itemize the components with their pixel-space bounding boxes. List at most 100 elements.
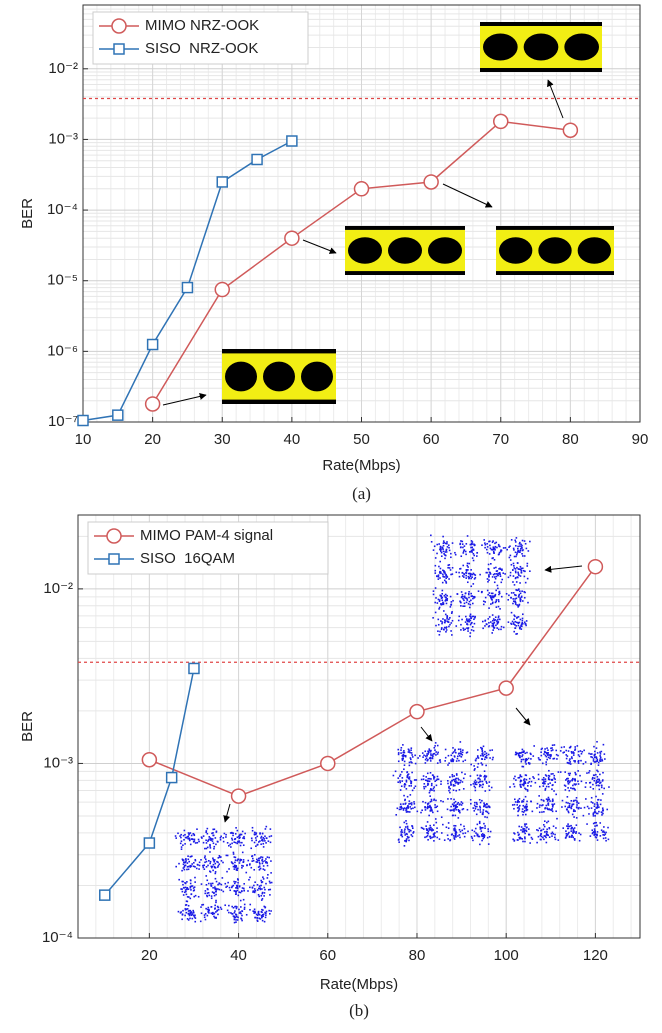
constellation-dot (547, 800, 549, 802)
constellation-dot (450, 810, 452, 812)
constellation-dot (474, 769, 476, 771)
constellation-dot (440, 781, 442, 783)
constellation-dot (405, 820, 407, 822)
constellation-dot (465, 575, 467, 577)
constellation-dot (181, 840, 183, 842)
constellation-dot (175, 866, 177, 868)
constellation-dot (569, 773, 571, 775)
constellation-dot (212, 887, 214, 889)
constellation-dot (239, 860, 241, 862)
constellation-dot (178, 879, 180, 881)
constellation-dot (264, 840, 266, 842)
constellation-dot (577, 761, 579, 763)
constellation-dot (261, 888, 263, 890)
constellation-dot (263, 868, 265, 870)
constellation-dot (571, 752, 573, 754)
constellation-dot (484, 601, 486, 603)
constellation-dot (235, 921, 237, 923)
constellation-dot (573, 828, 575, 830)
constellation-dot (465, 616, 467, 618)
constellation-dot (594, 828, 596, 830)
constellation-dot (515, 556, 517, 558)
constellation-dot (513, 631, 515, 633)
constellation-dot (480, 811, 482, 813)
constellation-dot (596, 825, 598, 827)
constellation-dot (411, 802, 413, 804)
constellation-dot (483, 604, 485, 606)
constellation-dot (459, 810, 461, 812)
constellation-dot (520, 572, 522, 574)
eye-opening (348, 237, 382, 263)
constellation-dot (400, 752, 402, 754)
constellation-dot (465, 832, 467, 834)
constellation-dot (406, 808, 408, 810)
constellation-dot (551, 809, 553, 811)
constellation-dot (456, 807, 458, 809)
constellation-dot (542, 779, 544, 781)
constellation-dot (428, 752, 430, 754)
constellation-dot (252, 858, 254, 860)
constellation-dot (236, 908, 238, 910)
data-point (410, 705, 424, 719)
constellation-dot (447, 838, 449, 840)
constellation-dot (516, 617, 518, 619)
constellation-dot (208, 860, 210, 862)
constellation-dot (455, 829, 457, 831)
constellation-dot (178, 911, 180, 913)
constellation-dot (463, 629, 465, 631)
constellation-dot (479, 844, 481, 846)
constellation-dot (470, 803, 472, 805)
constellation-dot (517, 815, 519, 817)
constellation-dot (474, 831, 476, 833)
constellation-dot (499, 619, 501, 621)
constellation-dot (425, 755, 427, 757)
constellation-dot (522, 620, 524, 622)
constellation-dot (446, 615, 448, 617)
constellation-dot (401, 807, 403, 809)
constellation-dot (183, 887, 185, 889)
constellation-dot (436, 785, 438, 787)
constellation-dot (427, 803, 429, 805)
data-point (146, 397, 160, 411)
constellation-dot (239, 886, 241, 888)
constellation-dot (539, 811, 541, 813)
constellation-dot (220, 907, 222, 909)
constellation-dot (181, 918, 183, 920)
constellation-dot (530, 758, 532, 760)
constellation-dot (576, 802, 578, 804)
constellation-dot (483, 809, 485, 811)
constellation-dot (495, 625, 497, 627)
constellation-dot (546, 759, 548, 761)
constellation-dot (467, 581, 469, 583)
constellation-dot (576, 807, 578, 809)
constellation-dot (460, 831, 462, 833)
constellation-dot (526, 620, 528, 622)
constellation-dot (520, 566, 522, 568)
constellation-dot (423, 754, 425, 756)
constellation-dot (496, 570, 498, 572)
constellation-dot (458, 760, 460, 762)
constellation-dot (518, 568, 520, 570)
constellation-dot (456, 773, 458, 775)
constellation-dot (498, 606, 500, 608)
constellation-dot (205, 875, 207, 877)
constellation-dot (411, 754, 413, 756)
constellation-dot (194, 877, 196, 879)
constellation-dot (495, 578, 497, 580)
x-tick-label: 40 (230, 947, 247, 964)
constellation-dot (466, 752, 468, 754)
constellation-dot (510, 555, 512, 557)
constellation-dot (411, 747, 413, 749)
constellation-dot (457, 835, 459, 837)
constellation-dot (486, 782, 488, 784)
constellation-dot (578, 808, 580, 810)
constellation-dot (542, 837, 544, 839)
constellation-dot (231, 886, 233, 888)
constellation-dot (481, 591, 483, 593)
constellation-dot (208, 883, 210, 885)
constellation-dot (262, 843, 264, 845)
constellation-dot (522, 784, 524, 786)
constellation-dot (441, 628, 443, 630)
constellation-dot (238, 891, 240, 893)
constellation-dot (242, 852, 244, 854)
